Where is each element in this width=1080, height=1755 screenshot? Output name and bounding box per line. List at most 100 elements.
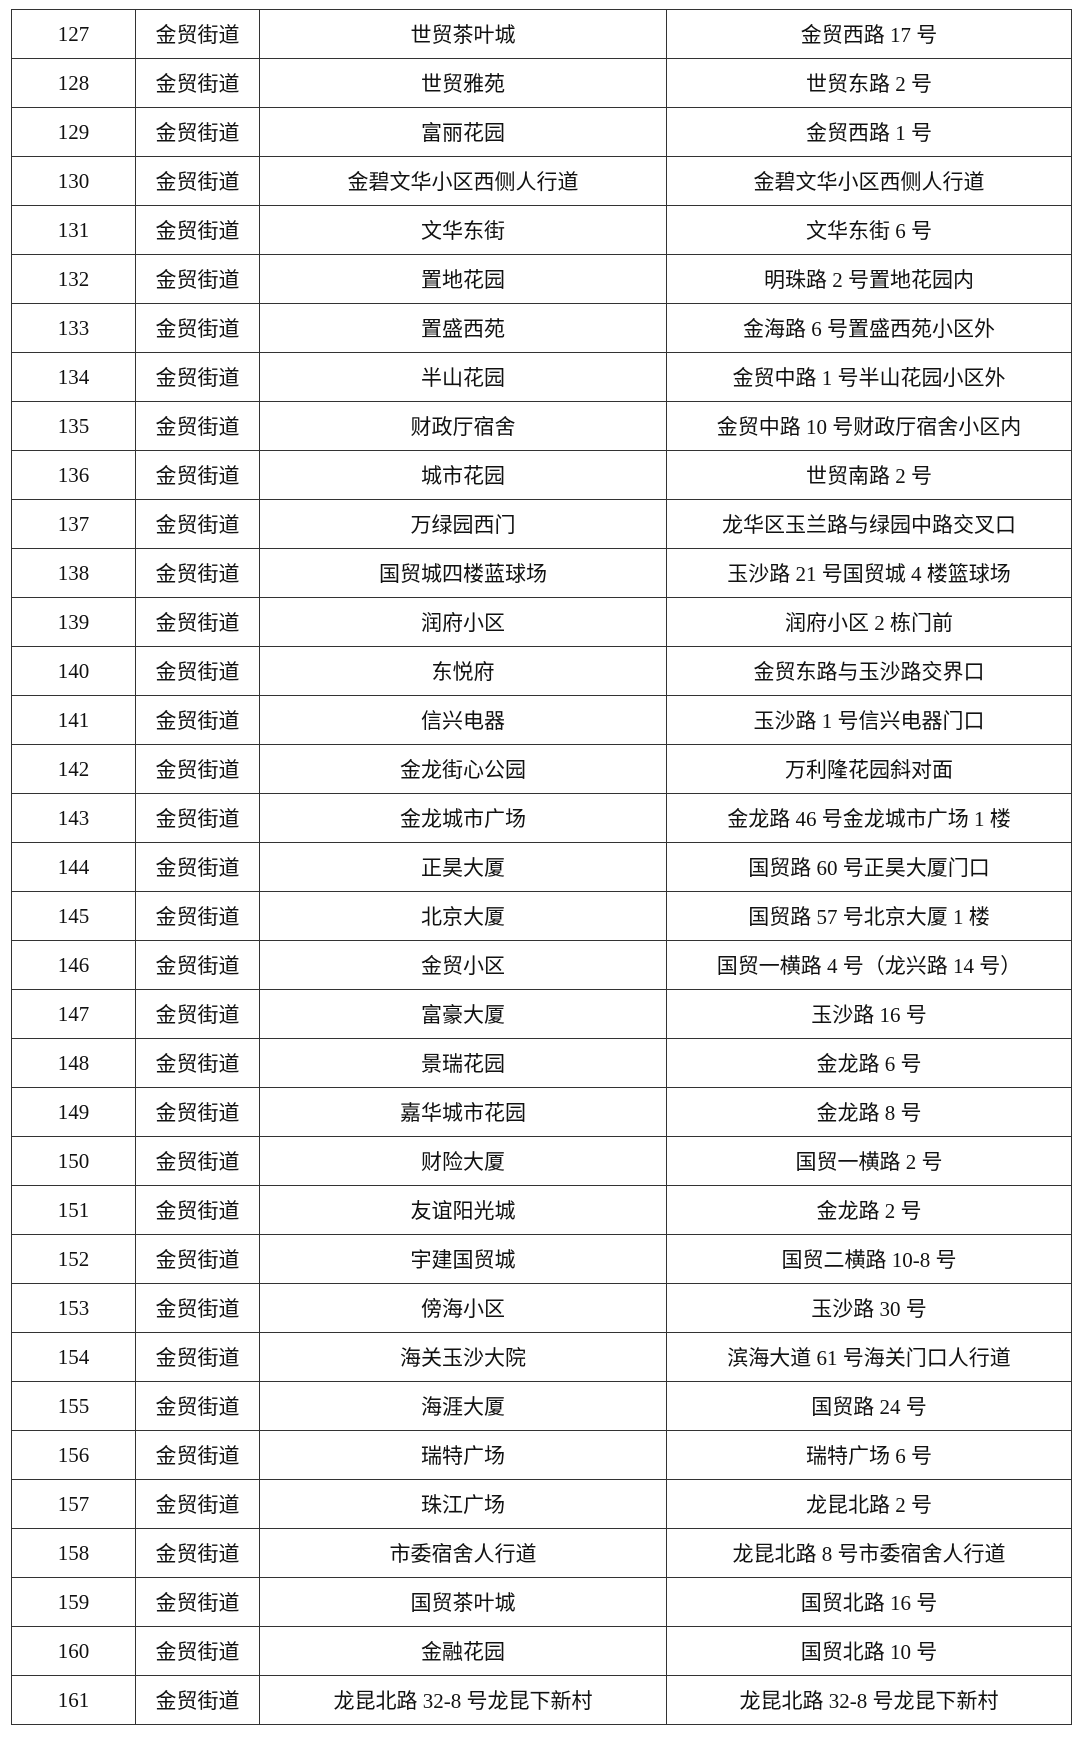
table-row: 144 金贸街道 正昊大厦 国贸路 60 号正昊大厦门口 xyxy=(11,842,1072,892)
location-name-cell: 金龙城市广场 xyxy=(259,793,667,843)
location-name-cell: 北京大厦 xyxy=(259,891,667,941)
street-name-cell: 金贸街道 xyxy=(135,940,260,990)
address-cell: 国贸一横路 4 号（龙兴路 14 号） xyxy=(666,940,1072,990)
street-name-cell: 金贸街道 xyxy=(135,1185,260,1235)
row-number-cell: 145 xyxy=(11,891,136,941)
table-row: 134 金贸街道 半山花园 金贸中路 1 号半山花园小区外 xyxy=(11,352,1072,402)
location-name-cell: 国贸茶叶城 xyxy=(259,1577,667,1627)
table-row: 136 金贸街道 城市花园 世贸南路 2 号 xyxy=(11,450,1072,500)
location-name-cell: 宇建国贸城 xyxy=(259,1234,667,1284)
row-number-cell: 151 xyxy=(11,1185,136,1235)
location-name-cell: 海关玉沙大院 xyxy=(259,1332,667,1382)
location-name-cell: 嘉华城市花园 xyxy=(259,1087,667,1137)
table-row: 153 金贸街道 傍海小区 玉沙路 30 号 xyxy=(11,1283,1072,1333)
table-body: 127 金贸街道 世贸茶叶城 金贸西路 17 号 128 金贸街道 世贸雅苑 世贸东路 2 号… xyxy=(11,9,1072,1725)
table-row: 155 金贸街道 海涯大厦 国贸路 24 号 xyxy=(11,1381,1072,1431)
table-row: 132 金贸街道 置地花园 明珠路 2 号置地花园内 xyxy=(11,254,1072,304)
row-number-cell: 147 xyxy=(11,989,136,1039)
location-name-cell: 富丽花园 xyxy=(259,107,667,157)
row-number-cell: 129 xyxy=(11,107,136,157)
table-row: 156 金贸街道 瑞特广场 瑞特广场 6 号 xyxy=(11,1430,1072,1480)
row-number-cell: 136 xyxy=(11,450,136,500)
street-name-cell: 金贸街道 xyxy=(135,1283,260,1333)
location-name-cell: 富豪大厦 xyxy=(259,989,667,1039)
location-name-cell: 珠江广场 xyxy=(259,1479,667,1529)
table-row: 142 金贸街道 金龙街心公园 万利隆花园斜对面 xyxy=(11,744,1072,794)
street-name-cell: 金贸街道 xyxy=(135,107,260,157)
row-number-cell: 130 xyxy=(11,156,136,206)
table-row: 143 金贸街道 金龙城市广场 金龙路 46 号金龙城市广场 1 楼 xyxy=(11,793,1072,843)
location-name-cell: 海涯大厦 xyxy=(259,1381,667,1431)
table-row: 147 金贸街道 富豪大厦 玉沙路 16 号 xyxy=(11,989,1072,1039)
table-row: 128 金贸街道 世贸雅苑 世贸东路 2 号 xyxy=(11,58,1072,108)
location-name-cell: 润府小区 xyxy=(259,597,667,647)
street-name-cell: 金贸街道 xyxy=(135,1675,260,1725)
location-name-cell: 置地花园 xyxy=(259,254,667,304)
address-cell: 国贸路 24 号 xyxy=(666,1381,1072,1431)
address-cell: 国贸路 57 号北京大厦 1 楼 xyxy=(666,891,1072,941)
row-number-cell: 131 xyxy=(11,205,136,255)
row-number-cell: 159 xyxy=(11,1577,136,1627)
address-cell: 国贸北路 16 号 xyxy=(666,1577,1072,1627)
street-name-cell: 金贸街道 xyxy=(135,891,260,941)
row-number-cell: 134 xyxy=(11,352,136,402)
street-name-cell: 金贸街道 xyxy=(135,646,260,696)
address-cell: 玉沙路 21 号国贸城 4 楼篮球场 xyxy=(666,548,1072,598)
location-name-cell: 置盛西苑 xyxy=(259,303,667,353)
table-row: 137 金贸街道 万绿园西门 龙华区玉兰路与绿园中路交叉口 xyxy=(11,499,1072,549)
address-cell: 金贸中路 1 号半山花园小区外 xyxy=(666,352,1072,402)
table-row: 150 金贸街道 财险大厦 国贸一横路 2 号 xyxy=(11,1136,1072,1186)
address-cell: 明珠路 2 号置地花园内 xyxy=(666,254,1072,304)
address-cell: 国贸路 60 号正昊大厦门口 xyxy=(666,842,1072,892)
address-cell: 龙昆北路 32-8 号龙昆下新村 xyxy=(666,1675,1072,1725)
street-name-cell: 金贸街道 xyxy=(135,1038,260,1088)
table-row: 135 金贸街道 财政厅宿舍 金贸中路 10 号财政厅宿舍小区内 xyxy=(11,401,1072,451)
row-number-cell: 149 xyxy=(11,1087,136,1137)
street-name-cell: 金贸街道 xyxy=(135,597,260,647)
row-number-cell: 154 xyxy=(11,1332,136,1382)
location-name-cell: 东悦府 xyxy=(259,646,667,696)
location-name-cell: 财政厅宿舍 xyxy=(259,401,667,451)
street-name-cell: 金贸街道 xyxy=(135,1626,260,1676)
street-name-cell: 金贸街道 xyxy=(135,352,260,402)
table-row: 130 金贸街道 金碧文华小区西侧人行道 金碧文华小区西侧人行道 xyxy=(11,156,1072,206)
street-name-cell: 金贸街道 xyxy=(135,695,260,745)
address-cell: 世贸东路 2 号 xyxy=(666,58,1072,108)
row-number-cell: 133 xyxy=(11,303,136,353)
street-name-cell: 金贸街道 xyxy=(135,793,260,843)
location-name-cell: 金贸小区 xyxy=(259,940,667,990)
location-name-cell: 世贸雅苑 xyxy=(259,58,667,108)
address-cell: 金贸中路 10 号财政厅宿舍小区内 xyxy=(666,401,1072,451)
table-row: 151 金贸街道 友谊阳光城 金龙路 2 号 xyxy=(11,1185,1072,1235)
address-cell: 金贸东路与玉沙路交界口 xyxy=(666,646,1072,696)
address-cell: 金龙路 2 号 xyxy=(666,1185,1072,1235)
row-number-cell: 160 xyxy=(11,1626,136,1676)
street-name-cell: 金贸街道 xyxy=(135,744,260,794)
address-cell: 文华东街 6 号 xyxy=(666,205,1072,255)
row-number-cell: 155 xyxy=(11,1381,136,1431)
location-name-cell: 财险大厦 xyxy=(259,1136,667,1186)
street-name-cell: 金贸街道 xyxy=(135,1087,260,1137)
location-name-cell: 市委宿舍人行道 xyxy=(259,1528,667,1578)
address-cell: 金贸西路 1 号 xyxy=(666,107,1072,157)
table-row: 157 金贸街道 珠江广场 龙昆北路 2 号 xyxy=(11,1479,1072,1529)
row-number-cell: 141 xyxy=(11,695,136,745)
row-number-cell: 146 xyxy=(11,940,136,990)
location-name-cell: 正昊大厦 xyxy=(259,842,667,892)
location-name-cell: 友谊阳光城 xyxy=(259,1185,667,1235)
street-name-cell: 金贸街道 xyxy=(135,9,260,59)
row-number-cell: 138 xyxy=(11,548,136,598)
location-name-cell: 文华东街 xyxy=(259,205,667,255)
address-cell: 国贸一横路 2 号 xyxy=(666,1136,1072,1186)
street-name-cell: 金贸街道 xyxy=(135,303,260,353)
location-name-cell: 景瑞花园 xyxy=(259,1038,667,1088)
address-cell: 金龙路 46 号金龙城市广场 1 楼 xyxy=(666,793,1072,843)
address-cell: 金碧文华小区西侧人行道 xyxy=(666,156,1072,206)
address-cell: 国贸北路 10 号 xyxy=(666,1626,1072,1676)
table-row: 159 金贸街道 国贸茶叶城 国贸北路 16 号 xyxy=(11,1577,1072,1627)
street-name-cell: 金贸街道 xyxy=(135,989,260,1039)
street-name-cell: 金贸街道 xyxy=(135,401,260,451)
address-cell: 龙华区玉兰路与绿园中路交叉口 xyxy=(666,499,1072,549)
address-cell: 龙昆北路 2 号 xyxy=(666,1479,1072,1529)
locations-table: 127 金贸街道 世贸茶叶城 金贸西路 17 号 128 金贸街道 世贸雅苑 世贸东路 2 号… xyxy=(11,9,1072,1725)
